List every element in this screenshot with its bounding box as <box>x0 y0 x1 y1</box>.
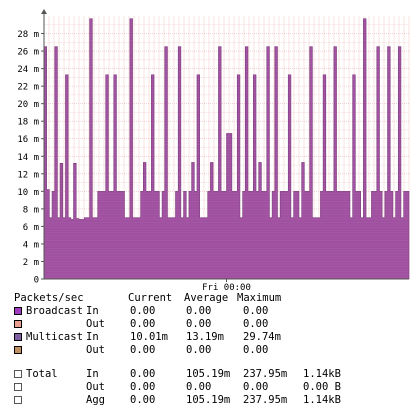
packets-chart: 0 2 m 4 m 6 m 8 m 10 m 12 m 14 m 16 m 18 m 20 m 22 … <box>17 9 410 292</box>
x-axis-ticks: Fri 00:00 <box>202 279 251 292</box>
legend-direction: In <box>86 305 99 317</box>
legend-header-current: Current <box>128 292 173 304</box>
y-tick-label: 6 m <box>23 223 39 233</box>
legend-maximum-value: 237.95m <box>243 394 288 406</box>
legend-current-value: 0.00 <box>130 394 156 406</box>
legend-direction: In <box>86 368 99 380</box>
x-tick-label: Fri 00:00 <box>202 283 251 292</box>
y-tick-label: 10 m <box>17 188 39 198</box>
y-tick-label: 14 m <box>17 153 39 163</box>
legend-header-average: Average <box>184 292 229 304</box>
legend-average-value: 105.19m <box>186 394 231 406</box>
legend-maximum-value: 237.95m <box>243 368 288 380</box>
legend-average-value: 0.00 <box>186 344 212 356</box>
legend-current-value: 0.00 <box>130 318 156 330</box>
legend-header-title: Packets/sec <box>14 292 84 304</box>
legend-direction: Out <box>86 381 105 393</box>
y-tick-label: 20 m <box>17 100 39 110</box>
legend-total-name: Total <box>26 368 58 380</box>
y-tick-label: 16 m <box>17 135 39 145</box>
y-tick-label: 4 m <box>23 240 39 250</box>
y-axis-ticks: 0 2 m 4 m 6 m 8 m 10 m 12 m 14 m 16 m 18 m 20 m 22 … <box>17 30 44 286</box>
legend-direction: In <box>86 331 99 343</box>
y-tick-label: 0 <box>34 276 39 286</box>
legend-average-value: 0.00 <box>186 381 212 393</box>
legend-swatch[interactable] <box>14 320 22 328</box>
legend-total-value: 1.14kB <box>303 368 341 380</box>
legend-average-value: 105.19m <box>186 368 231 380</box>
total-checkbox[interactable] <box>14 383 22 391</box>
legend-total-value: 1.14kB <box>303 394 341 406</box>
legend-average-value: 0.00 <box>186 318 212 330</box>
legend-current-value: 0.00 <box>130 344 156 356</box>
y-tick-label: 26 m <box>17 48 39 58</box>
legend-maximum-value: 0.00 <box>243 344 269 356</box>
legend-current-value: 0.00 <box>130 368 156 380</box>
legend-maximum-value: 29.74m <box>243 331 281 343</box>
legend-average-value: 0.00 <box>186 305 212 317</box>
legend-average-value: 13.19m <box>186 331 224 343</box>
legend-current-value: 10.01m <box>130 331 168 343</box>
y-tick-label: 24 m <box>17 65 39 75</box>
legend-current-value: 0.00 <box>130 305 156 317</box>
y-tick-label: 12 m <box>17 170 39 180</box>
y-tick-label: 2 m <box>23 258 39 268</box>
legend-total-value: 0.00 B <box>303 381 341 393</box>
legend-maximum-value: 0.00 <box>243 318 269 330</box>
legend-direction: Out <box>86 344 105 356</box>
legend-maximum-value: 0.00 <box>243 381 269 393</box>
y-tick-label: 18 m <box>17 118 39 128</box>
legend-maximum-value: 0.00 <box>243 305 269 317</box>
y-tick-label: 28 m <box>17 30 39 40</box>
legend-swatch[interactable] <box>14 333 22 341</box>
legend-header-row: Packets/sec Current Average Maximum <box>0 292 281 305</box>
legend-series-name: Multicast <box>26 331 83 343</box>
legend-direction: Out <box>86 318 105 330</box>
legend-swatch[interactable] <box>14 307 22 315</box>
series-multicast-area <box>43 18 410 280</box>
legend-direction: Agg <box>86 394 105 406</box>
legend-swatch[interactable] <box>14 346 22 354</box>
y-axis-arrow <box>41 9 47 14</box>
total-checkbox[interactable] <box>14 370 22 378</box>
y-tick-label: 8 m <box>23 205 39 215</box>
series-area <box>43 16 410 280</box>
legend-series-name: Broadcast <box>26 305 83 317</box>
chart-axes <box>41 9 409 280</box>
y-tick-label: 22 m <box>17 83 39 93</box>
legend-header-maximum: Maximum <box>237 292 282 304</box>
legend-current-value: 0.00 <box>130 381 156 393</box>
total-checkbox[interactable] <box>14 396 22 404</box>
